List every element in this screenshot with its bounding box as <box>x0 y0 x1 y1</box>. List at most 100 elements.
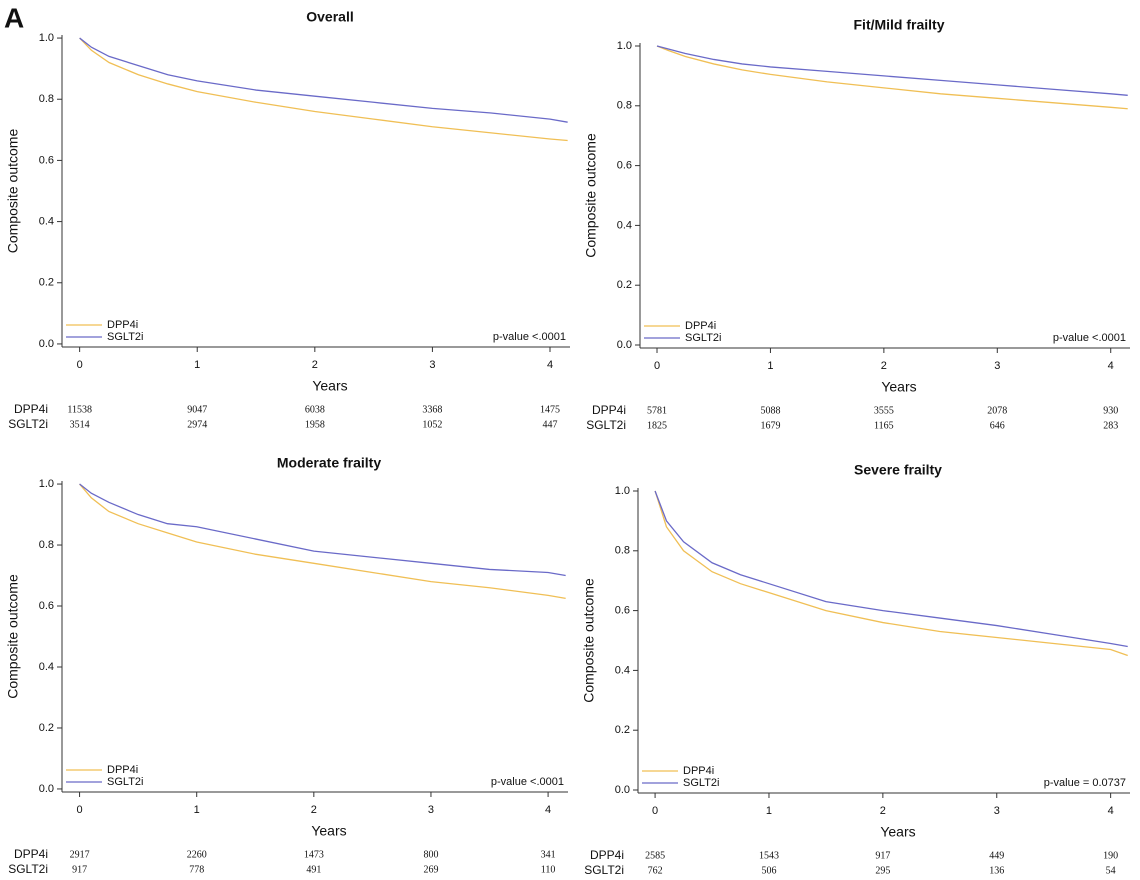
y-tick-label: 1.0 <box>39 32 54 44</box>
legend-label: DPP4i <box>107 764 138 776</box>
x-tick-label: 2 <box>312 359 318 371</box>
x-tick-label: 1 <box>766 805 772 817</box>
x-axis-label: Years <box>881 379 916 395</box>
y-tick-label: 0.6 <box>617 160 632 172</box>
y-tick-label: 0.2 <box>615 724 630 736</box>
x-tick-label: 4 <box>545 804 551 816</box>
risk-count: 491 <box>306 864 321 875</box>
y-axis-label: Composite outcome <box>5 129 21 254</box>
risk-count: 447 <box>543 419 558 430</box>
y-tick-label: 0.8 <box>617 100 632 112</box>
chart-title: Overall <box>306 9 353 25</box>
risk-count: 2260 <box>187 849 207 860</box>
risk-row-name: SGLT2i <box>8 417 48 431</box>
y-tick-label: 1.0 <box>617 40 632 52</box>
x-tick-label: 0 <box>77 359 83 371</box>
y-tick-label: 0.4 <box>617 219 632 231</box>
x-tick-label: 4 <box>1108 360 1114 372</box>
risk-count: 6038 <box>305 404 325 415</box>
risk-count: 341 <box>541 849 556 860</box>
risk-count: 800 <box>423 849 438 860</box>
x-tick-label: 3 <box>994 360 1000 372</box>
x-tick-label: 3 <box>994 805 1000 817</box>
risk-count: 5781 <box>647 405 667 416</box>
chart-title: Severe frailty <box>854 462 942 478</box>
x-tick-label: 2 <box>880 805 886 817</box>
x-tick-label: 0 <box>77 804 83 816</box>
x-axis-label: Years <box>312 378 347 394</box>
x-tick-label: 4 <box>547 359 553 371</box>
risk-row-name: SGLT2i <box>8 862 48 876</box>
risk-count: 449 <box>989 850 1004 861</box>
y-tick-label: 0.4 <box>39 215 54 227</box>
p-value: p-value <.0001 <box>1053 332 1126 344</box>
y-tick-label: 0.4 <box>615 664 630 676</box>
survival-curve <box>654 490 1128 648</box>
x-tick-label: 3 <box>428 804 434 816</box>
y-tick-label: 0.8 <box>39 93 54 105</box>
risk-count: 1679 <box>760 420 780 431</box>
x-tick-label: 2 <box>311 804 317 816</box>
risk-count: 1473 <box>304 849 324 860</box>
y-tick-label: 1.0 <box>615 485 630 497</box>
risk-count: 2917 <box>70 849 90 860</box>
y-axis-label: Composite outcome <box>583 133 599 258</box>
risk-count: 269 <box>423 864 438 875</box>
survival-curve <box>79 37 568 142</box>
survival-curve <box>656 45 1128 96</box>
risk-count: 3368 <box>422 404 442 415</box>
x-tick-label: 2 <box>881 360 887 372</box>
y-tick-label: 0.8 <box>615 545 630 557</box>
p-value: p-value <.0001 <box>493 331 566 343</box>
risk-count: 917 <box>72 864 87 875</box>
risk-count: 190 <box>1103 850 1118 861</box>
x-tick-label: 3 <box>429 359 435 371</box>
risk-count: 1825 <box>647 420 667 431</box>
x-tick-label: 4 <box>1108 805 1114 817</box>
survival-curve <box>79 37 568 123</box>
risk-count: 110 <box>541 864 556 875</box>
y-tick-label: 0.2 <box>39 722 54 734</box>
y-tick-label: 0.4 <box>39 661 54 673</box>
risk-count: 506 <box>761 865 776 876</box>
risk-count: 54 <box>1106 865 1116 876</box>
legend-label: DPP4i <box>685 320 716 332</box>
risk-row-name: DPP4i <box>590 848 624 862</box>
y-tick-label: 0.6 <box>39 600 54 612</box>
risk-count: 11538 <box>67 404 92 415</box>
y-axis-label: Composite outcome <box>581 578 597 703</box>
y-tick-label: 0.6 <box>39 154 54 166</box>
x-tick-label: 0 <box>652 805 658 817</box>
legend-label: SGLT2i <box>107 331 143 343</box>
y-tick-label: 0.0 <box>617 339 632 351</box>
chart-title: Fit/Mild frailty <box>854 17 945 33</box>
risk-count: 136 <box>989 865 1004 876</box>
y-tick-label: 0.2 <box>39 277 54 289</box>
y-tick-label: 0.8 <box>39 539 54 551</box>
x-tick-label: 0 <box>654 360 660 372</box>
risk-count: 762 <box>648 865 663 876</box>
risk-count: 1475 <box>540 404 560 415</box>
legend-label: DPP4i <box>683 765 714 777</box>
chart-title: Moderate frailty <box>277 455 381 471</box>
risk-count: 1052 <box>422 419 442 430</box>
legend-label: SGLT2i <box>107 776 143 788</box>
panel-label: A <box>4 2 24 33</box>
survival-curve <box>79 483 566 577</box>
legend-label: SGLT2i <box>683 777 719 789</box>
survival-curve <box>654 490 1128 657</box>
risk-count: 917 <box>875 850 890 861</box>
risk-count: 283 <box>1103 420 1118 431</box>
survival-curve <box>79 483 566 600</box>
y-tick-label: 0.0 <box>39 338 54 350</box>
risk-count: 778 <box>189 864 204 875</box>
risk-row-name: SGLT2i <box>586 418 626 432</box>
risk-count: 3514 <box>70 419 90 430</box>
y-axis-label: Composite outcome <box>5 574 21 699</box>
risk-count: 1958 <box>305 419 325 430</box>
p-value: p-value <.0001 <box>491 776 564 788</box>
risk-count: 9047 <box>187 404 207 415</box>
risk-row-name: DPP4i <box>592 403 626 417</box>
y-tick-label: 0.0 <box>615 784 630 796</box>
